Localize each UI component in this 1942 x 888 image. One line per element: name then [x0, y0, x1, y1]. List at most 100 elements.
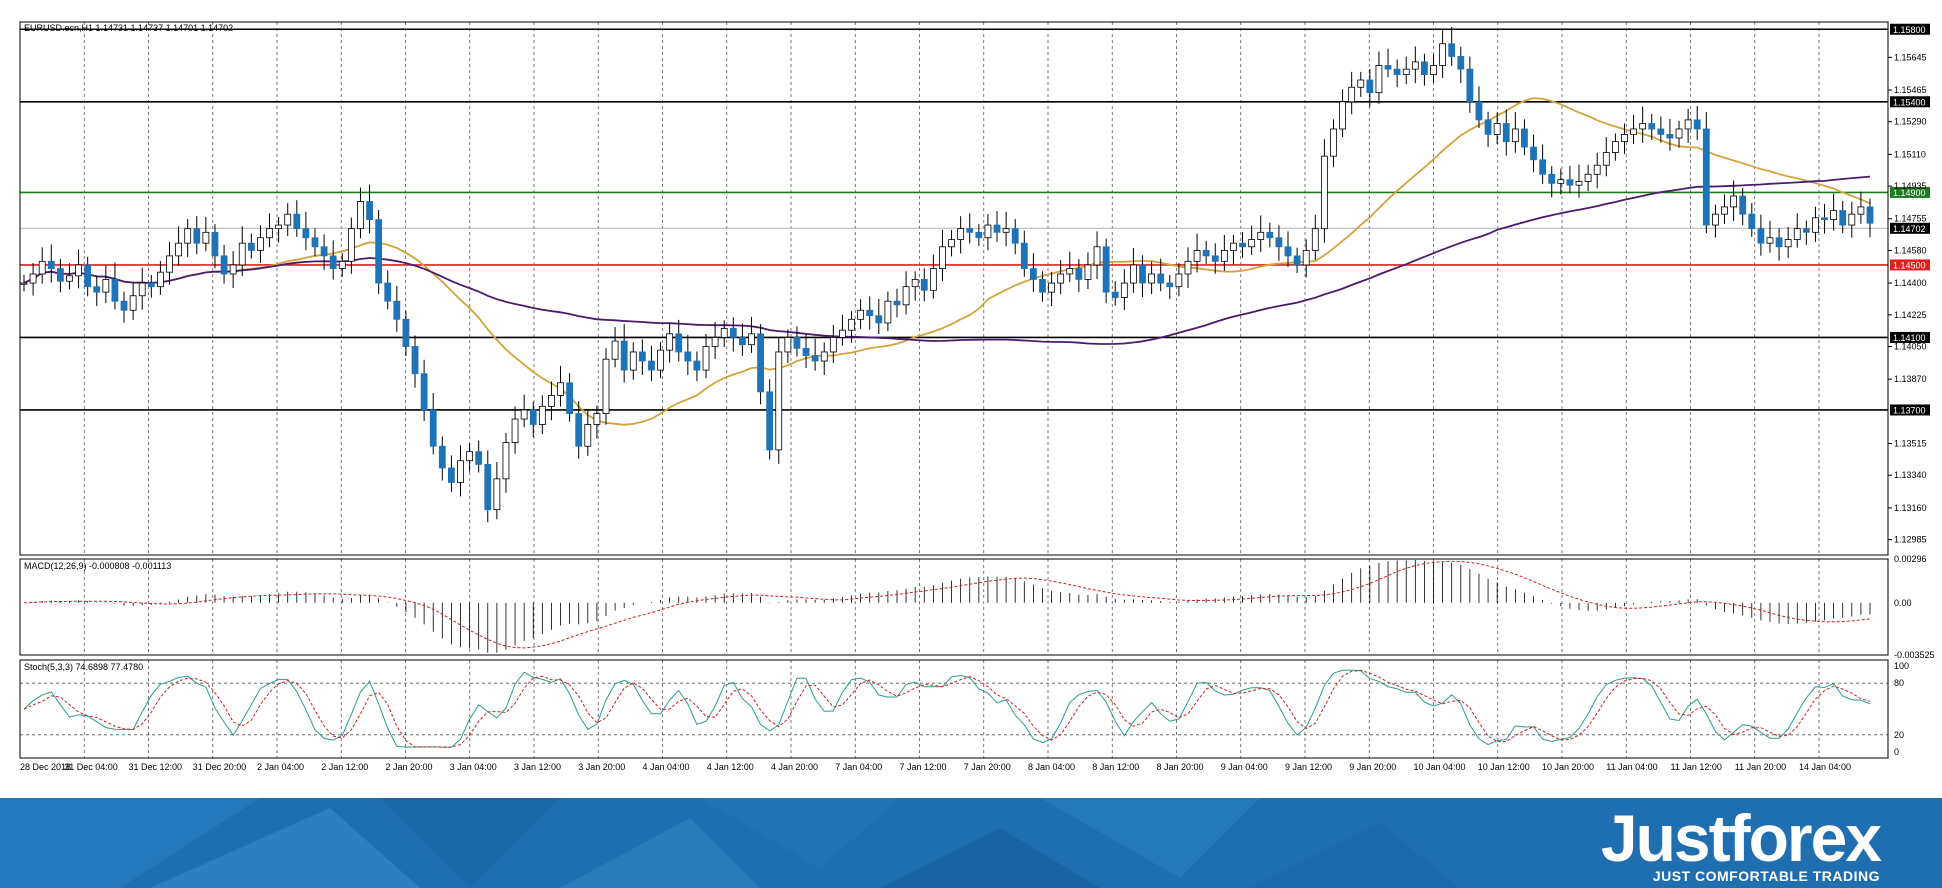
candle-body — [311, 237, 319, 248]
candle-body — [684, 351, 692, 362]
price-level-label: 1.15400 — [1893, 97, 1926, 107]
candle-body — [384, 282, 392, 302]
panel-frames — [19, 21, 1889, 759]
candle-body — [47, 260, 55, 269]
stoch-d-line — [23, 669, 1871, 748]
candle-body — [1575, 181, 1583, 186]
candle-body — [1230, 242, 1237, 251]
candle-body — [1084, 264, 1092, 280]
candle-body — [857, 309, 865, 320]
candle-body — [748, 333, 755, 346]
macd-label: MACD(12,26,9) -0.000808 -0.001113 — [24, 561, 171, 571]
candle-body — [457, 460, 464, 483]
macd-tick-label: -0.003525 — [1894, 650, 1935, 660]
candle-body — [138, 282, 146, 297]
candle-body — [447, 467, 455, 483]
candle-body — [1493, 123, 1501, 135]
candle-body — [766, 391, 774, 451]
candle-body — [793, 337, 801, 349]
footer-pattern — [0, 798, 1460, 888]
candle-body — [693, 360, 701, 371]
candle-body — [1057, 273, 1065, 284]
candle-body — [1421, 61, 1428, 75]
x-tick-label: 2 Jan 04:00 — [257, 762, 304, 772]
candle-body — [1066, 268, 1074, 275]
price-level-label: 1.13700 — [1893, 405, 1926, 415]
candle-body — [1566, 179, 1574, 186]
x-tick-label: 11 Jan 20:00 — [1735, 762, 1786, 772]
candle-body — [1266, 231, 1274, 239]
candle-body — [293, 213, 301, 230]
candle-body — [529, 409, 537, 425]
candle-body — [1530, 146, 1537, 161]
y-tick-label: 1.15465 — [1894, 85, 1927, 95]
candle-body — [266, 228, 273, 239]
candle-body — [1848, 213, 1856, 226]
price-level-badge — [1890, 96, 1930, 108]
candle-body — [729, 327, 737, 338]
price-level-badge — [1890, 23, 1930, 35]
candle-body — [1111, 291, 1119, 298]
x-tick-label: 11 Jan 04:00 — [1606, 762, 1657, 772]
candle-body — [193, 228, 201, 244]
candle-body — [1166, 282, 1174, 288]
x-tick-label: 8 Jan 12:00 — [1092, 762, 1139, 772]
candle-body — [402, 318, 410, 347]
x-tick-label: 31 Dec 20:00 — [193, 762, 247, 772]
y-tick-label: 1.13515 — [1894, 439, 1927, 449]
candle-body — [1366, 79, 1374, 94]
candle-body — [1748, 213, 1756, 230]
candle-body — [1148, 273, 1156, 284]
candle-body — [1402, 68, 1410, 75]
candle-body — [839, 329, 846, 338]
macd-panel — [23, 559, 1871, 653]
candles — [20, 26, 1874, 523]
candle-body — [566, 382, 574, 414]
x-tick-label: 8 Jan 20:00 — [1157, 762, 1204, 772]
candle-body — [275, 224, 283, 230]
price-level-label: 1.15800 — [1893, 25, 1926, 35]
y-tick-label: 1.15645 — [1894, 52, 1927, 62]
candle-body — [220, 255, 228, 275]
stoch-tick-label: 20 — [1894, 730, 1904, 740]
symbol-header: EURUSD.ecn,H1 1.14731 1.14737 1.14701 1.… — [24, 23, 233, 33]
candle-body — [1802, 228, 1810, 233]
price-level-badge — [1890, 222, 1930, 234]
candle-body — [56, 268, 64, 282]
candle-body — [75, 264, 82, 277]
candle-body — [484, 463, 492, 511]
candle-body — [1557, 179, 1565, 184]
x-tick-label: 3 Jan 12:00 — [514, 762, 561, 772]
candle-body — [1584, 173, 1592, 182]
candle-body — [284, 213, 292, 226]
candle-body — [1002, 228, 1010, 233]
candle-body — [657, 349, 664, 371]
macd-signal-line — [23, 560, 1871, 649]
candle-body — [1784, 239, 1792, 248]
candle-body — [1302, 250, 1310, 266]
candle-body — [1602, 152, 1610, 166]
candle-body — [1611, 141, 1619, 153]
candle-body — [1757, 228, 1765, 244]
candle-body — [1439, 43, 1447, 66]
candle-body — [1348, 86, 1356, 103]
candle-body — [602, 358, 610, 414]
candle-body — [1193, 250, 1201, 262]
candle-body — [957, 228, 965, 240]
x-tick-label: 31 Dec 04:00 — [64, 762, 118, 772]
candle-body — [1157, 273, 1165, 284]
candle-body — [1220, 250, 1228, 262]
candle-body — [1029, 268, 1037, 280]
x-tick-label: 7 Jan 04:00 — [835, 762, 882, 772]
brand-logo: Justforex — [1600, 801, 1882, 875]
candle-body — [102, 279, 110, 293]
y-tick-label: 1.14400 — [1894, 278, 1927, 288]
candle-body — [1830, 210, 1838, 221]
candle-body — [611, 340, 619, 360]
candle-body — [911, 279, 919, 288]
candle-body — [347, 228, 355, 262]
candle-body — [1821, 217, 1828, 221]
candle-body — [829, 337, 837, 353]
macd-tick-label: 0.00296 — [1894, 554, 1927, 564]
